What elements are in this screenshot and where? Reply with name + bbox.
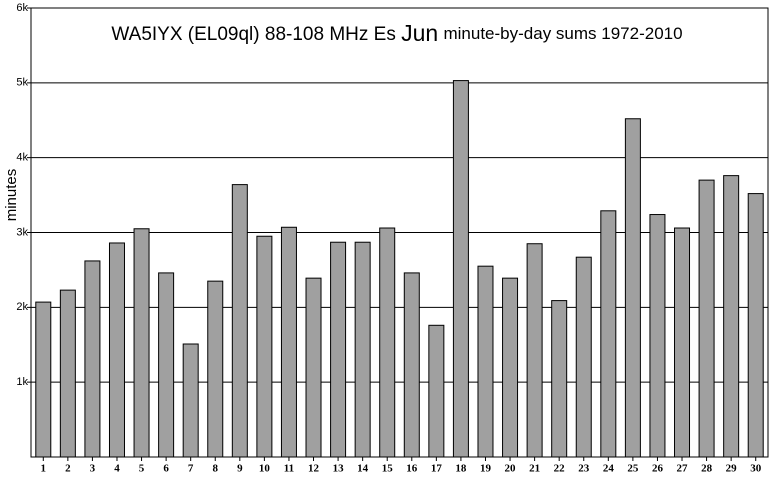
x-tick-label: 8 (213, 463, 219, 475)
bar (452, 80, 469, 458)
bar (502, 277, 519, 458)
x-tick-label: 21 (529, 463, 540, 475)
bar (256, 235, 273, 458)
x-tick-label: 6 (163, 463, 169, 475)
x-tick-label: 26 (652, 463, 664, 475)
x-tick-label: 15 (382, 463, 394, 475)
x-tick-label: 28 (701, 463, 713, 475)
bar (59, 289, 76, 458)
x-tick-label: 11 (284, 463, 294, 475)
bar (403, 272, 420, 458)
x-tick-label: 19 (480, 463, 492, 475)
bar (84, 260, 101, 458)
title-month: Jun (401, 20, 438, 46)
bar (526, 243, 543, 458)
bar (354, 241, 371, 458)
bar (698, 179, 715, 458)
x-tick-label: 5 (139, 463, 145, 475)
x-tick-label: 14 (357, 463, 369, 475)
y-axis-label: minutes (3, 169, 20, 222)
title-lead: WA5IYX (EL09ql) 88-108 MHz Es (111, 24, 395, 45)
x-tick-label: 25 (627, 463, 639, 475)
y-tick-label: 4k (16, 152, 28, 164)
x-tick-label: 12 (308, 463, 320, 475)
x-tick-label: 10 (259, 463, 271, 475)
bar (231, 184, 248, 458)
x-tick-label: 4 (114, 463, 120, 475)
x-tick-label: 27 (677, 463, 689, 475)
chart-title: WA5IYX (EL09ql) 88-108 MHz Es Jun minute… (111, 20, 682, 46)
bar (182, 343, 199, 458)
x-tick-label: 17 (431, 463, 443, 475)
x-tick-label: 3 (90, 463, 96, 475)
bar (108, 242, 125, 458)
x-tick-label: 24 (603, 463, 615, 475)
bar (330, 241, 347, 458)
bar (305, 277, 322, 458)
bar (551, 300, 568, 458)
y-tick-label: 2k (16, 301, 28, 313)
x-tick-label: 7 (188, 463, 194, 475)
x-tick-label: 22 (554, 463, 566, 475)
bar (158, 272, 175, 458)
title-tail: minute-by-day sums 1972-2010 (443, 24, 682, 43)
bar (35, 301, 52, 458)
x-tick-label: 18 (455, 463, 467, 475)
y-tick-label: 6k (16, 2, 28, 14)
y-tick-label: 3k (16, 226, 28, 238)
bar (723, 175, 740, 458)
bar (600, 210, 617, 458)
bar (747, 193, 764, 458)
bar (477, 265, 494, 458)
bar (624, 118, 641, 458)
bar (649, 214, 666, 458)
x-tick-label: 9 (237, 463, 243, 475)
bar (133, 228, 150, 458)
x-tick-label: 29 (726, 463, 738, 475)
bar (280, 226, 297, 458)
x-tick-label: 20 (505, 463, 517, 475)
x-tick-label: 2 (65, 463, 71, 475)
bar (379, 227, 396, 458)
x-tick-label: 30 (750, 463, 762, 475)
x-tick-label: 13 (333, 463, 345, 475)
bar (207, 280, 224, 458)
bar (674, 227, 691, 458)
bar (428, 324, 445, 458)
y-tick-label: 5k (16, 77, 28, 89)
x-tick-label: 23 (578, 463, 590, 475)
x-tick-label: 16 (406, 463, 418, 475)
y-tick-label: 1k (16, 376, 28, 388)
bar (575, 256, 592, 458)
x-tick-label: 1 (41, 463, 47, 475)
